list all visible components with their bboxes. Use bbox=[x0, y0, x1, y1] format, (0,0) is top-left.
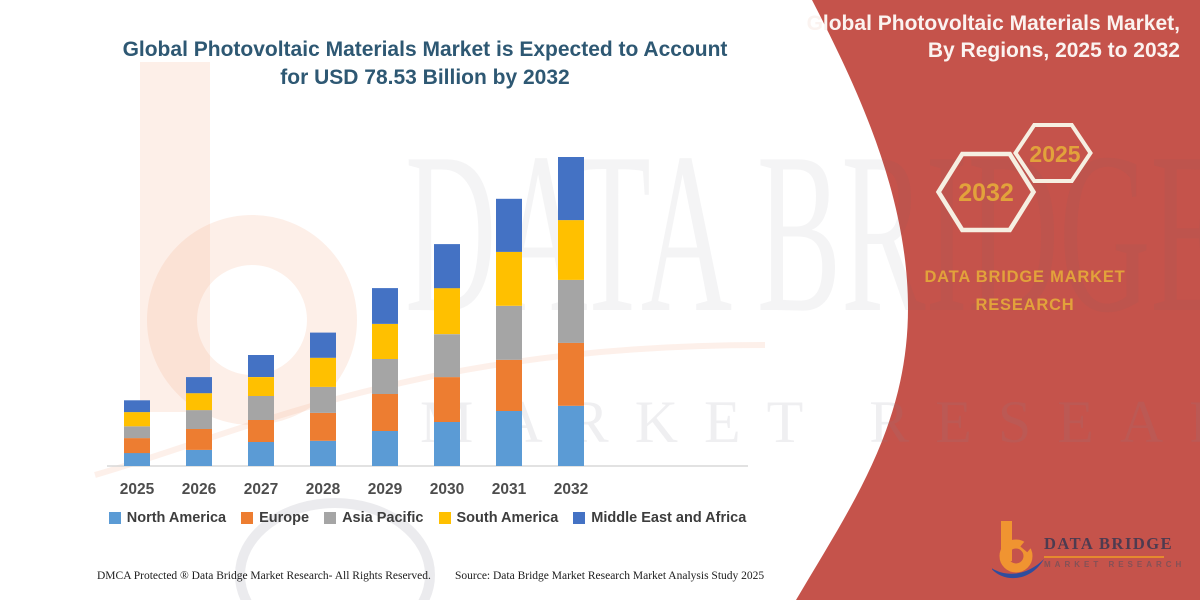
hexagon-2025-label: 2025 bbox=[1029, 141, 1081, 167]
hexagon-2025-outline bbox=[1013, 123, 1093, 183]
brand-text-line1: DATA BRIDGE MARKET bbox=[924, 268, 1126, 286]
hexagon-2032-outline bbox=[935, 151, 1037, 233]
logo-underline bbox=[1044, 556, 1164, 558]
legend-label: Asia Pacific bbox=[342, 510, 424, 526]
hexagon-badges bbox=[935, 123, 1093, 233]
logo-b-icon bbox=[992, 521, 1044, 579]
logo-name-text: DATA BRIDGE bbox=[1044, 534, 1174, 553]
legend-label: Middle East and Africa bbox=[591, 510, 747, 526]
chart-title: Global Photovoltaic Materials Market is … bbox=[95, 36, 755, 92]
legend-item-middle-east-and-africa: Middle East and Africa bbox=[573, 510, 746, 526]
footer-source-text: Source: Data Bridge Market Research Mark… bbox=[455, 570, 765, 582]
legend-label: Europe bbox=[259, 510, 310, 526]
side-panel-title: Global Photovoltaic Materials Market, By… bbox=[780, 10, 1180, 64]
watermark-text-small: MARKET RESEARCH bbox=[420, 389, 1200, 455]
legend-swatch-icon bbox=[108, 512, 121, 524]
watermark-text-large: DATA BRIDGE bbox=[405, 105, 1200, 360]
legend-item-north-america: North America bbox=[108, 510, 227, 526]
legend-label: South America bbox=[456, 510, 559, 526]
legend-swatch-icon bbox=[438, 512, 451, 524]
chart-legend: North America Europe Asia Pacific South Ame… bbox=[95, 510, 760, 526]
legend-item-europe: Europe bbox=[241, 510, 309, 526]
logo-subtitle-text: MARKET RESEARCH bbox=[1044, 560, 1186, 569]
chart-title-line2: for USD 78.53 Billion by 2032 bbox=[280, 66, 570, 89]
hexagon-2032-label: 2032 bbox=[958, 179, 1014, 207]
legend-item-south-america: South America bbox=[438, 510, 559, 526]
footer-dmca-text: DMCA Protected ® Data Bridge Market Rese… bbox=[97, 570, 431, 582]
legend-swatch-icon bbox=[241, 512, 254, 524]
legend-swatch-icon bbox=[573, 512, 586, 524]
brand-text-line2: RESEARCH bbox=[975, 296, 1075, 314]
side-panel-brand-text: DATA BRIDGE MARKET RESEARCH bbox=[915, 263, 1135, 319]
side-panel-title-line2: By Regions, 2025 to 2032 bbox=[927, 39, 1180, 62]
company-logo: DATA BRIDGE MARKET RESEARCH bbox=[992, 519, 1181, 585]
legend-swatch-icon bbox=[324, 512, 337, 524]
legend-item-asia-pacific: Asia Pacific bbox=[324, 510, 424, 526]
legend-label: North America bbox=[126, 510, 227, 526]
side-panel-title-line1: Global Photovoltaic Materials Market, bbox=[806, 12, 1180, 35]
chart-title-line1: Global Photovoltaic Materials Market is … bbox=[122, 38, 728, 61]
